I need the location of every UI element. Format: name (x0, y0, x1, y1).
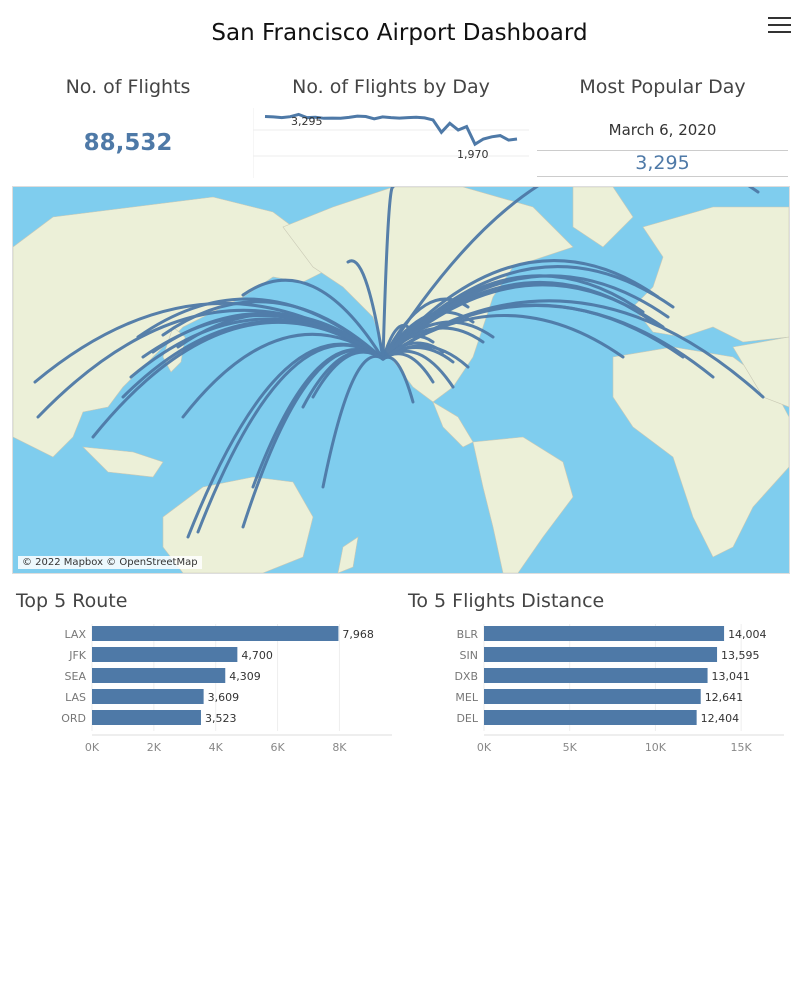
popular-day-date: March 6, 2020 (608, 121, 717, 139)
axis-tick-label: 4K (209, 741, 224, 754)
top-distance-chart[interactable]: 0K 5K 10K 15K BLR 14,004 SIN 13,595 DXB 13,041 MEL… (404, 620, 794, 765)
flights-count-value: 88,532 (83, 130, 173, 156)
category-label: BLR (457, 628, 479, 641)
bar-sea[interactable] (92, 668, 226, 683)
popular-day-label: Most Popular Day (579, 76, 746, 98)
flights-count-label: No. of Flights (65, 76, 191, 98)
map-attribution: © 2022 Mapbox © OpenStreetMap (18, 556, 202, 569)
route-arc (346, 259, 385, 361)
value-label: 12,641 (705, 691, 744, 704)
value-label: 14,004 (728, 628, 767, 641)
value-label: 13,595 (721, 649, 760, 662)
route-arc (381, 355, 415, 404)
route-arc (141, 314, 385, 361)
value-label: 7,968 (342, 628, 374, 641)
axis-tick-label: 2K (147, 741, 162, 754)
category-label: LAS (65, 691, 86, 704)
bar-sin[interactable] (484, 647, 718, 662)
flights-by-day-label: No. of Flights by Day (292, 76, 490, 98)
value-label: 4,309 (229, 670, 261, 683)
route-arc (186, 342, 385, 539)
top-distance-title: To 5 Flights Distance (408, 590, 605, 612)
axis-tick-label: 5K (563, 741, 578, 754)
axis-tick-label: 0K (85, 741, 100, 754)
axis-tick-label: 8K (332, 741, 347, 754)
land-masses (13, 187, 789, 573)
divider (537, 150, 788, 151)
sparkline-series (264, 112, 518, 147)
hamburger-menu-icon[interactable] (768, 17, 791, 35)
bar-lax[interactable] (92, 626, 339, 641)
top-routes-title: Top 5 Route (16, 590, 128, 612)
value-label: 3,523 (205, 712, 237, 725)
route-arc (301, 349, 385, 409)
route-arc (381, 349, 455, 389)
route-arc (381, 274, 670, 361)
flights-by-day-sparkline[interactable]: 3,295 1,970 (253, 108, 529, 178)
axis-tick-label: 10K (645, 741, 667, 754)
route-arc (381, 187, 395, 361)
flight-routes (33, 187, 765, 539)
route-arc (176, 312, 385, 361)
route-arc (381, 299, 765, 399)
bar-jfk[interactable] (92, 647, 238, 662)
route-arc (241, 278, 385, 361)
top-routes-chart[interactable]: 0K 2K 4K 6K 8K LAX 7,968 JFK 4,700 SEA 4,309 LAS 3,6… (12, 620, 402, 760)
bar-mel[interactable] (484, 689, 701, 704)
divider (537, 176, 788, 177)
route-arc (161, 300, 385, 361)
route-arc (381, 283, 665, 361)
category-label: DXB (454, 670, 478, 683)
bar-blr[interactable] (484, 626, 725, 641)
bar-del[interactable] (484, 710, 697, 725)
bar-dxb[interactable] (484, 668, 708, 683)
axis-tick-label: 15K (731, 741, 753, 754)
route-arc (381, 265, 675, 361)
route-arc (381, 259, 660, 361)
flight-routes-map[interactable]: © 2022 Mapbox © OpenStreetMap (12, 186, 790, 574)
route-arc (321, 354, 385, 489)
value-label: 12,404 (701, 712, 740, 725)
category-label: DEL (456, 712, 478, 725)
bar-las[interactable] (92, 689, 204, 704)
category-label: JFK (68, 649, 87, 662)
bar-ord[interactable] (92, 710, 201, 725)
category-label: SEA (65, 670, 87, 683)
category-label: MEL (455, 691, 478, 704)
category-label: SIN (460, 649, 478, 662)
axis-tick-label: 0K (477, 741, 492, 754)
category-label: ORD (61, 712, 86, 725)
sparkline-min-label: 1,970 (457, 148, 489, 161)
sparkline-max-label: 3,295 (291, 115, 323, 128)
value-label: 3,609 (208, 691, 240, 704)
axis-tick-label: 6K (270, 741, 285, 754)
value-label: 13,041 (712, 670, 751, 683)
value-label: 4,700 (241, 649, 273, 662)
route-arc (381, 187, 760, 361)
popular-day-value: 3,295 (635, 152, 690, 174)
dashboard-title: San Francisco Airport Dashboard (211, 20, 588, 46)
category-label: LAX (65, 628, 87, 641)
